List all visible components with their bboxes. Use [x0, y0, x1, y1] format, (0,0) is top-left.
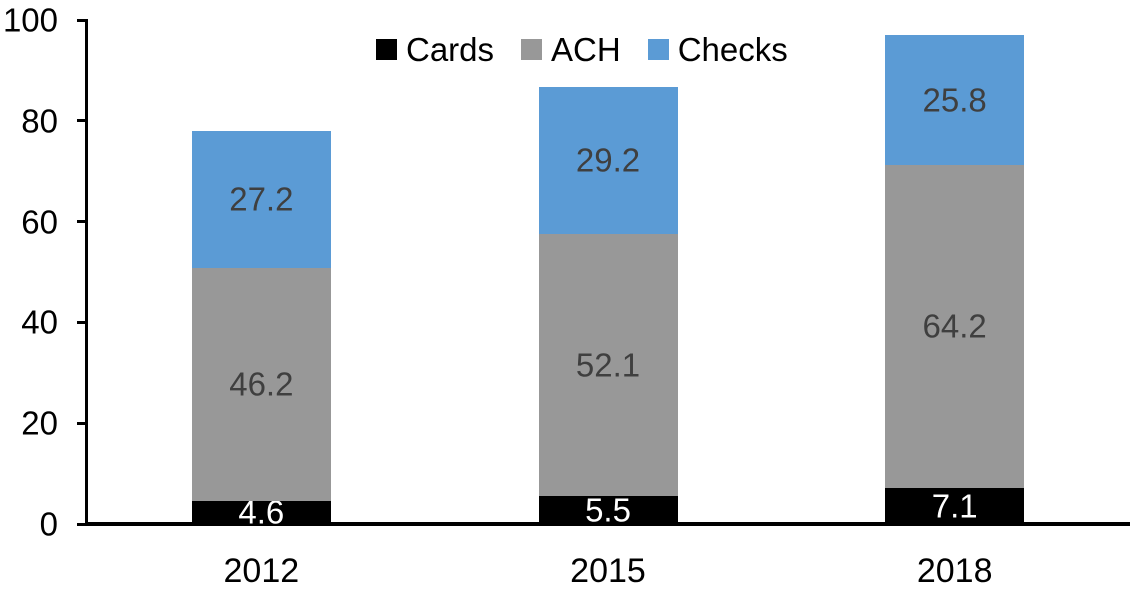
y-tick-mark [77, 320, 88, 324]
segment-value-label: 64.2 [922, 307, 987, 345]
legend-item-ach: ACH [521, 33, 621, 66]
y-tick-mark [77, 18, 88, 22]
y-tick-label: 100 [2, 1, 58, 39]
bar-segment-ach-2012 [191, 267, 331, 501]
segment-value-label: 4.6 [238, 493, 285, 531]
bar-segment-checks-2012 [191, 130, 331, 268]
y-axis-line [85, 20, 88, 526]
bar-segment-checks-2015 [538, 86, 678, 234]
x-category-label: 2018 [916, 552, 993, 590]
bar-segment-ach-2018 [885, 164, 1025, 489]
legend-label: Checks [677, 30, 788, 68]
y-tick-mark [77, 220, 88, 224]
legend-item-cards: Cards [376, 33, 494, 66]
segment-value-label: 46.2 [229, 365, 294, 403]
legend-label: ACH [551, 30, 621, 68]
segment-value-label: 25.8 [922, 81, 987, 119]
segment-value-label: 7.1 [931, 487, 978, 525]
segment-value-label: 5.5 [585, 491, 631, 529]
legend-swatch-cards [376, 38, 397, 60]
y-tick-label: 20 [21, 404, 58, 442]
x-axis-line [85, 522, 1130, 526]
segment-value-label: 52.1 [575, 346, 641, 384]
y-tick-label: 60 [21, 203, 58, 241]
chart-legend: Cards ACH Checks [376, 30, 788, 68]
legend-swatch-ach [521, 38, 543, 60]
legend-swatch-checks [647, 38, 669, 60]
y-tick-mark [77, 119, 88, 123]
x-category-label: 2012 [223, 552, 300, 590]
bar-segment-ach-2015 [538, 233, 678, 497]
x-category-label: 2015 [570, 552, 646, 590]
y-tick-mark [77, 421, 88, 425]
legend-item-checks: Checks [647, 30, 788, 68]
segment-value-label: 29.2 [575, 141, 641, 179]
bar-segment-cards-2015 [538, 496, 678, 524]
y-tick-mark [77, 522, 88, 526]
legend-label: Cards [406, 30, 495, 68]
bar-segment-checks-2018 [885, 34, 1025, 165]
y-tick-label: 80 [21, 102, 58, 140]
y-tick-label: 40 [21, 303, 58, 341]
y-tick-label: 0 [39, 505, 58, 543]
segment-value-label: 27.2 [229, 180, 294, 218]
bar-segment-cards-2018 [885, 488, 1025, 524]
bar-segment-cards-2012 [191, 500, 331, 524]
